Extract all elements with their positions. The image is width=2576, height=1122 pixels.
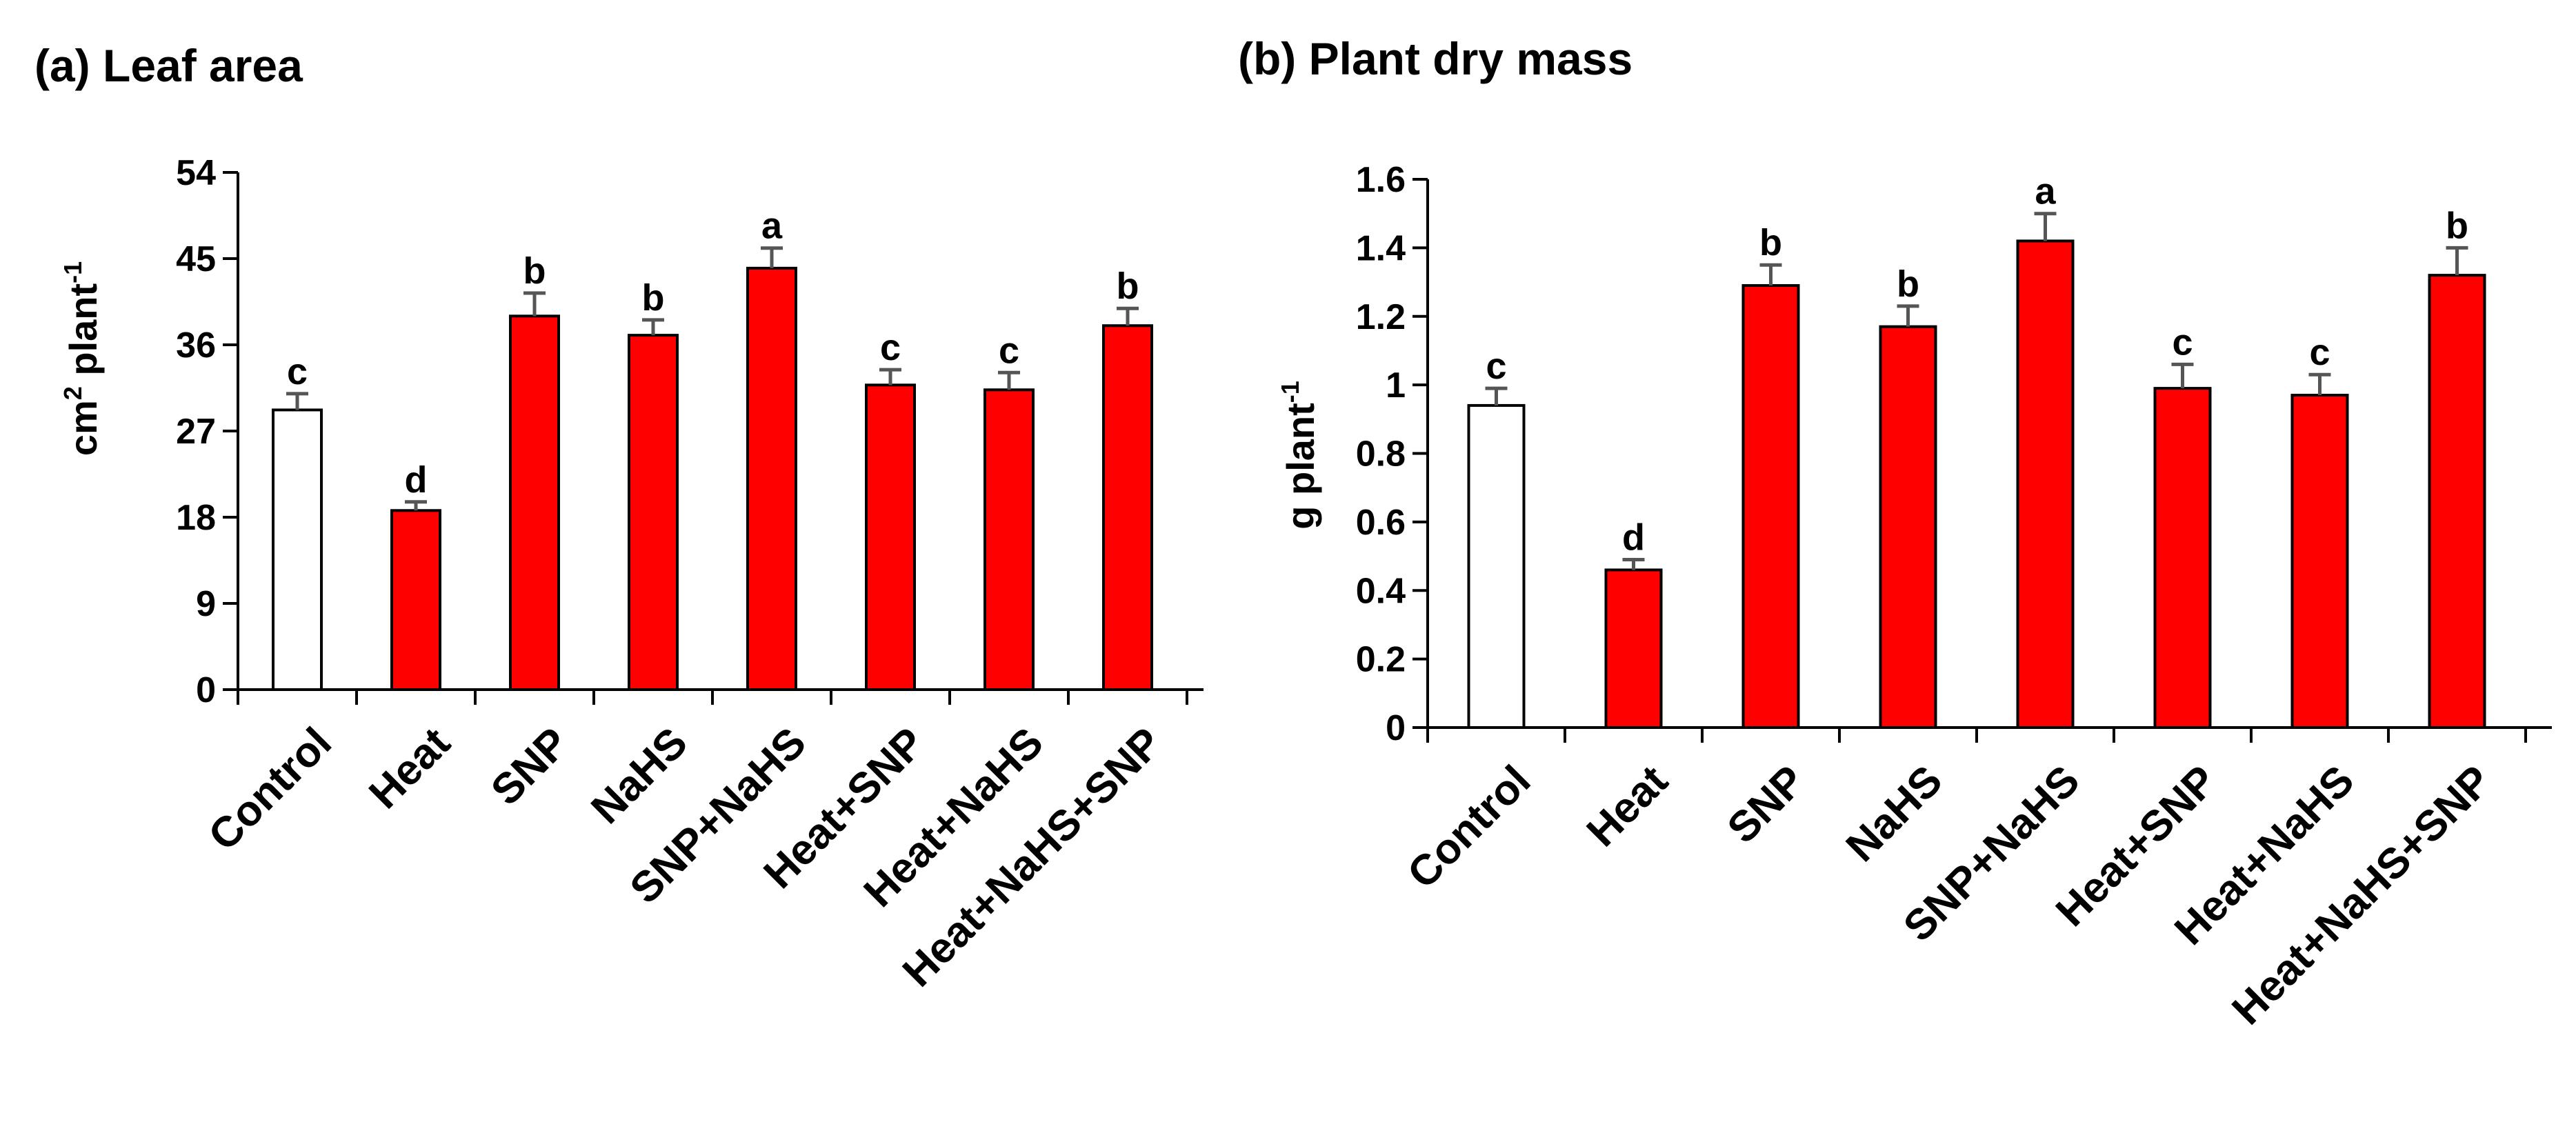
panel-leaf-area: (a) Leaf area cm2 plant-1 c d b b a c c b 0 9 18 2… — [34, 40, 1204, 996]
significance-label: b — [1759, 222, 1782, 263]
bars: c d b b a c c b — [1467, 171, 2486, 729]
error-bar — [761, 246, 783, 268]
error-bar — [1622, 558, 1645, 570]
y-axis-label: cm2 plant-1 — [59, 261, 105, 456]
category-label: NaHS — [582, 719, 697, 833]
chart-title: (a) Leaf area — [34, 40, 303, 91]
y-tick-label: 9 — [196, 584, 216, 624]
bar — [390, 509, 441, 691]
error-bar — [2308, 372, 2331, 396]
y-tick-label: 0 — [1386, 708, 1406, 748]
y-tick-label: 0 — [196, 670, 216, 710]
significance-label: b — [642, 277, 665, 319]
category-label: Heat+NaHS+SNP — [2223, 757, 2500, 1034]
error-bar — [2446, 246, 2468, 276]
bar — [746, 266, 797, 691]
category-label: Control — [199, 719, 341, 860]
category-label: Heat — [1578, 757, 1677, 856]
y-tick-label: 45 — [176, 239, 216, 279]
y-tick-label: 0.8 — [1356, 434, 1406, 474]
chart-title: (b) Plant dry mass — [1238, 33, 1633, 84]
y-tick-label: 0.2 — [1356, 640, 1406, 680]
error-bar — [1117, 306, 1139, 326]
y-tick-label: 27 — [176, 412, 216, 452]
error-bar — [405, 500, 427, 511]
bar — [1741, 284, 1800, 729]
bar — [509, 314, 560, 692]
y-tick-label: 0.6 — [1356, 503, 1406, 543]
error-bar — [1759, 263, 1782, 286]
bar — [1467, 403, 1526, 729]
axes — [237, 172, 1204, 691]
significance-label: c — [1486, 345, 1506, 387]
y-tick-label: 54 — [176, 153, 216, 193]
significance-label: a — [761, 206, 783, 247]
y-tick-label: 1 — [1386, 365, 1406, 405]
error-bar — [879, 368, 901, 385]
bars: c d b b a c c b — [272, 206, 1153, 692]
significance-label: c — [2172, 321, 2193, 363]
significance-label: d — [1622, 517, 1645, 559]
error-bar — [2171, 362, 2194, 389]
error-bar — [998, 370, 1020, 390]
significance-label: b — [1897, 263, 1919, 305]
category-label: SNP — [1719, 757, 1815, 852]
bar — [272, 408, 323, 691]
category-label: NaHS — [1837, 757, 1952, 871]
category-label: SNP — [482, 719, 578, 814]
y-tick-label: 36 — [176, 325, 216, 365]
y-tick-label: 1.2 — [1356, 297, 1406, 337]
error-bar — [1897, 304, 1919, 327]
significance-label: c — [999, 330, 1019, 371]
bar — [1604, 568, 1663, 729]
y-ticks: 0 0.2 0.4 0.6 0.8 1 1.2 1.4 1.6 — [1356, 160, 1428, 748]
error-bar — [1485, 386, 1508, 405]
category-label: Heat — [360, 719, 459, 818]
error-bar — [286, 392, 308, 410]
axes — [1426, 179, 2552, 729]
significance-label: c — [287, 351, 308, 392]
significance-label: a — [2035, 171, 2056, 212]
x-ticks: Control Heat SNP NaHSSNP+NaHSHeat+SNPHeat+N… — [199, 690, 1188, 996]
category-label: Control — [1399, 757, 1540, 898]
significance-label: b — [2446, 205, 2468, 246]
y-tick-label: 1.6 — [1356, 160, 1406, 200]
bar — [1879, 325, 1937, 729]
bar — [2153, 387, 2212, 729]
error-bar — [2034, 212, 2057, 241]
y-ticks: 0 9 18 27 36 45 54 — [176, 153, 238, 710]
x-ticks: Control Heat SNP NaHSSNP+NaHSHeat+SNPHeat+N… — [1399, 728, 2527, 1034]
significance-label: b — [523, 250, 546, 292]
bar — [865, 383, 916, 691]
bar — [2016, 239, 2075, 729]
significance-label: d — [405, 459, 428, 501]
error-bar — [642, 318, 664, 336]
bar — [1102, 324, 1153, 691]
error-bar — [523, 291, 546, 317]
significance-label: c — [880, 327, 901, 368]
y-tick-label: 0.4 — [1356, 571, 1406, 611]
bar — [2428, 274, 2486, 729]
significance-label: c — [2309, 332, 2330, 373]
y-tick-label: 1.4 — [1356, 228, 1406, 268]
bar — [628, 334, 679, 692]
bar — [2290, 394, 2349, 729]
y-axis-label: g plant-1 — [1276, 381, 1322, 530]
y-tick-label: 18 — [176, 498, 216, 538]
significance-label: b — [1117, 266, 1139, 307]
bar — [984, 388, 1035, 691]
